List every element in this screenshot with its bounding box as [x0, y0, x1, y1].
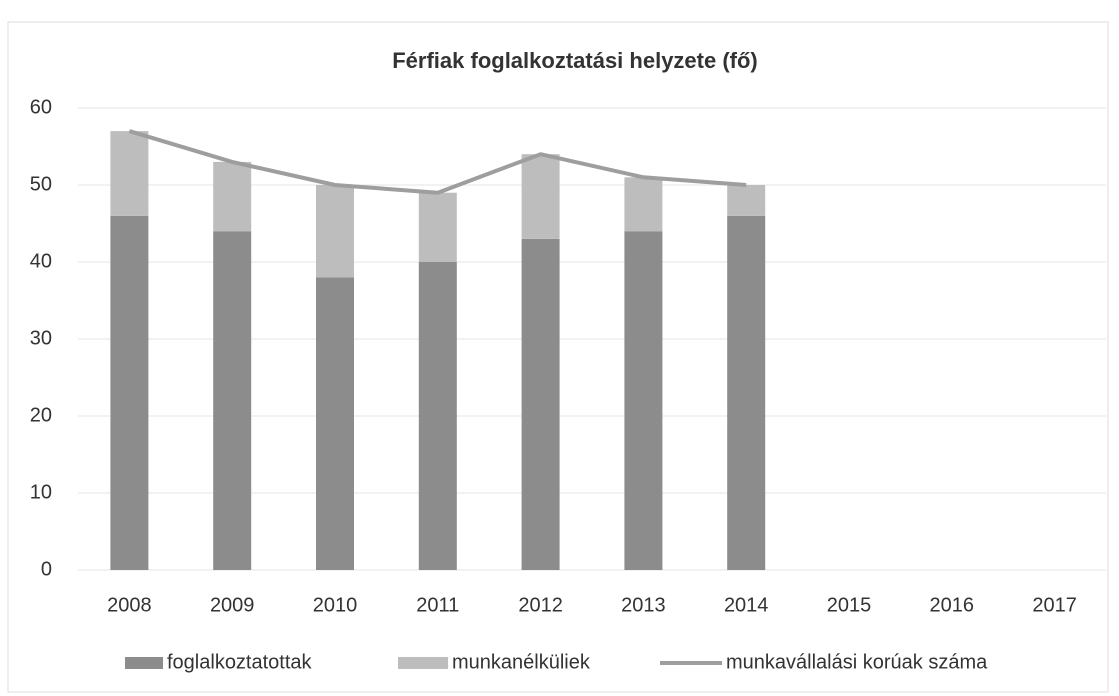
x-tick-label: 2013	[621, 594, 666, 616]
x-tick-label: 2011	[416, 594, 459, 616]
bar	[316, 277, 354, 570]
bar	[110, 215, 149, 571]
bar	[316, 185, 354, 278]
bar	[213, 231, 252, 570]
y-tick-label: 30	[30, 327, 52, 349]
legend-label: munkavállalási korúak száma	[726, 651, 988, 673]
chart-frame	[7, 21, 1109, 693]
x-tick-label: 2014	[724, 594, 769, 616]
y-tick-label: 20	[30, 404, 52, 426]
bar	[521, 154, 560, 239]
x-tick-label: 2008	[107, 594, 152, 616]
bar	[624, 231, 663, 570]
x-tick-label: 2009	[210, 594, 255, 616]
bar	[213, 161, 252, 232]
x-tick-label: 2012	[518, 594, 563, 616]
legend-label: munkanélküliek	[452, 651, 591, 673]
bar	[110, 131, 149, 216]
legend-label: foglalkoztatottak	[167, 651, 313, 673]
bar	[521, 238, 560, 570]
x-tick-label: 2017	[1032, 594, 1077, 616]
bar	[624, 177, 663, 232]
y-tick-label: 10	[30, 481, 52, 503]
x-tick-label: 2015	[827, 594, 872, 616]
bar	[418, 262, 457, 570]
legend-swatch	[398, 657, 448, 669]
line	[128, 129, 747, 195]
y-tick-label: 40	[30, 250, 52, 272]
y-tick-label: 0	[41, 558, 52, 580]
chart-title: Férfiak foglalkoztatási helyzete (fő)	[392, 48, 758, 73]
bar	[727, 215, 766, 571]
y-tick-label: 60	[30, 96, 52, 118]
bar	[727, 185, 766, 216]
x-tick-label: 2010	[313, 594, 358, 616]
bar	[418, 192, 457, 262]
legend-swatch	[125, 657, 163, 669]
y-tick-label: 50	[30, 173, 52, 195]
x-tick-label: 2016	[930, 594, 975, 616]
